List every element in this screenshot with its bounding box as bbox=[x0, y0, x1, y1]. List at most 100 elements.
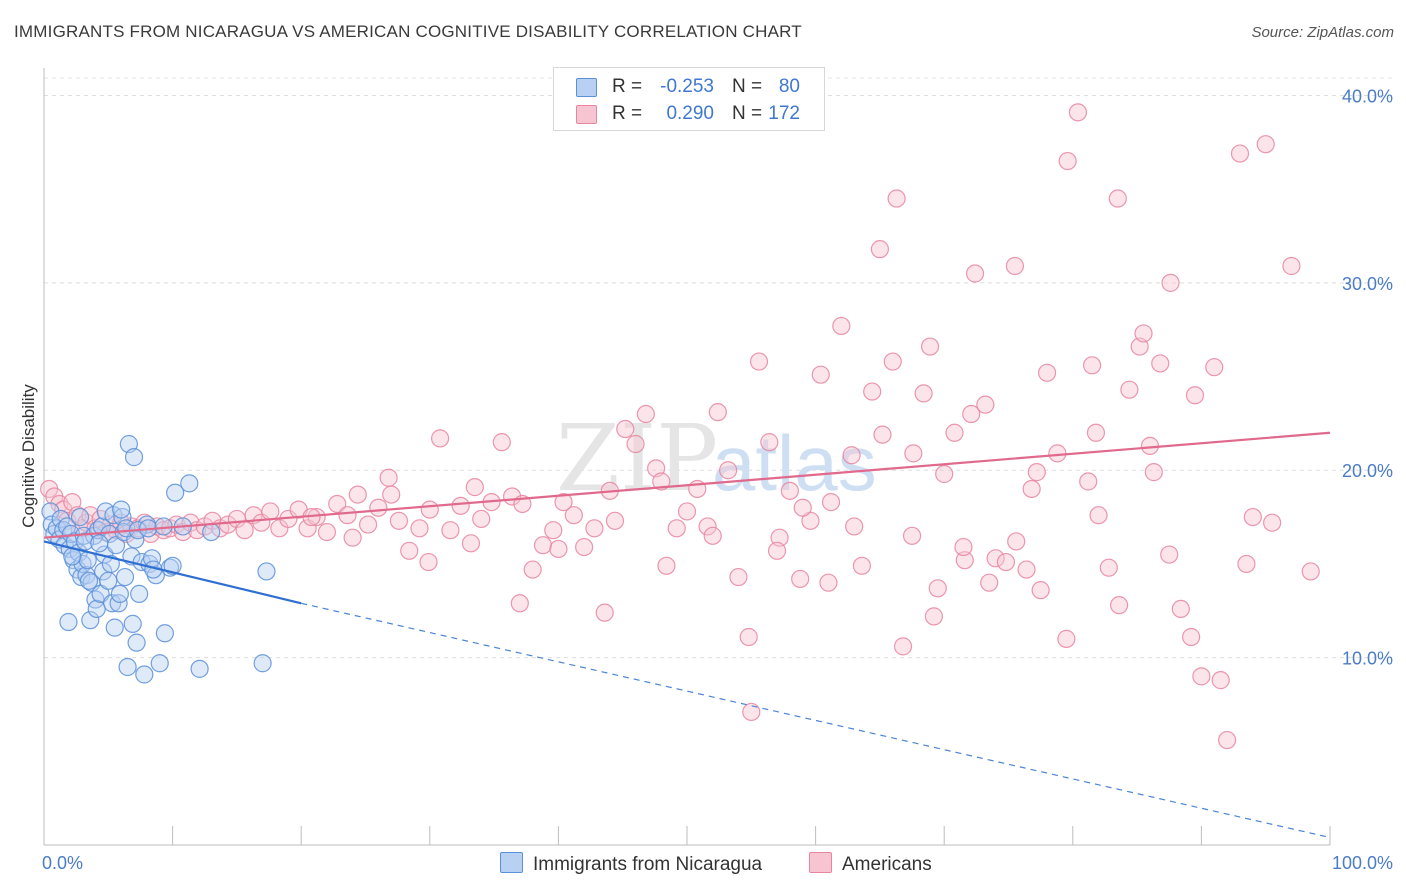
americans-point bbox=[1144, 463, 1163, 482]
nicaragua-point bbox=[105, 618, 124, 637]
americans-point bbox=[904, 444, 923, 463]
americans-point bbox=[343, 528, 362, 547]
americans-point bbox=[1108, 189, 1127, 208]
nicaragua-point bbox=[155, 624, 174, 643]
americans-point bbox=[389, 511, 409, 530]
nicaragua-point bbox=[41, 502, 60, 521]
bottom-legend-nicaragua: Immigrants from Nicaragua bbox=[500, 852, 762, 876]
nicaragua-point bbox=[90, 534, 109, 553]
americans-point bbox=[1058, 151, 1077, 171]
americans-point bbox=[793, 498, 812, 517]
legend-row-americans: R = 0.290 N = 172 bbox=[554, 101, 824, 127]
x-tick-label: 0.0% bbox=[42, 853, 83, 873]
nicaragua-point bbox=[109, 594, 128, 613]
nicaragua-point bbox=[51, 509, 70, 529]
americans-point bbox=[235, 521, 254, 540]
americans-point bbox=[821, 492, 841, 512]
americans-point bbox=[338, 506, 357, 525]
americans-point bbox=[1082, 356, 1102, 375]
americans-point bbox=[1301, 562, 1320, 581]
bottom-swatch-nicaragua bbox=[500, 852, 523, 873]
americans-point bbox=[1218, 730, 1237, 750]
americans-point bbox=[510, 594, 529, 613]
nicaragua-point bbox=[110, 584, 129, 604]
americans-point bbox=[698, 517, 717, 536]
americans-point bbox=[1086, 423, 1106, 442]
americans-point bbox=[261, 502, 280, 521]
americans-point bbox=[1151, 354, 1170, 373]
nicaragua-point bbox=[118, 657, 137, 677]
americans-point bbox=[1161, 273, 1180, 292]
americans-point bbox=[1211, 671, 1230, 690]
americans-point bbox=[845, 517, 864, 536]
nicaragua-point bbox=[150, 654, 169, 673]
americans-point bbox=[1237, 554, 1256, 574]
nicaragua-point bbox=[257, 562, 276, 581]
americans-point bbox=[420, 500, 439, 519]
americans-point bbox=[492, 433, 511, 452]
americans-point bbox=[719, 461, 738, 480]
nicaragua-point bbox=[202, 522, 221, 542]
americans-point bbox=[1160, 545, 1179, 564]
americans-point bbox=[873, 425, 892, 444]
americans-point bbox=[703, 526, 722, 545]
legend-n-value: 80 bbox=[778, 76, 800, 97]
legend-r-value: -0.253 bbox=[660, 76, 714, 97]
nicaragua-point bbox=[79, 571, 99, 590]
americans-point bbox=[935, 464, 954, 484]
americans-point bbox=[1256, 135, 1275, 154]
series-group bbox=[40, 103, 1320, 750]
americans-point bbox=[945, 423, 964, 442]
americans-point bbox=[1185, 386, 1205, 405]
americans-point bbox=[742, 702, 761, 722]
americans-point bbox=[1099, 558, 1118, 577]
americans-point bbox=[564, 506, 583, 525]
americans-point bbox=[1230, 144, 1250, 163]
legend-box: R = -0.253 N = 80 R = 0.290 N = 172 bbox=[553, 67, 825, 131]
americans-point bbox=[976, 395, 995, 414]
americans-point bbox=[410, 519, 429, 538]
americans-point bbox=[595, 603, 614, 622]
americans-point bbox=[914, 384, 933, 403]
y-tick-label: 30.0% bbox=[1342, 274, 1393, 294]
legend-r-label: R = bbox=[612, 103, 643, 124]
americans-point bbox=[1243, 507, 1262, 527]
americans-point bbox=[887, 189, 906, 208]
americans-point bbox=[928, 579, 947, 598]
nicaragua-point bbox=[59, 612, 78, 632]
americans-point bbox=[419, 552, 438, 572]
legend-n-label: N = bbox=[732, 103, 763, 124]
legend-r-label: R = bbox=[612, 76, 643, 97]
nicaragua-point bbox=[130, 584, 149, 604]
americans-point bbox=[729, 567, 748, 587]
legend-row-nicaragua: R = -0.253 N = 80 bbox=[554, 74, 824, 100]
y-tick-label: 40.0% bbox=[1342, 86, 1393, 106]
americans-point bbox=[767, 541, 787, 560]
americans-point bbox=[465, 478, 484, 497]
points-layer bbox=[40, 103, 1320, 750]
americans-point bbox=[328, 494, 347, 514]
americans-point bbox=[1205, 358, 1224, 377]
nicaragua-point bbox=[99, 571, 118, 590]
americans-point bbox=[636, 404, 655, 424]
nicaragua-point bbox=[117, 519, 136, 538]
nicaragua-point bbox=[113, 507, 132, 527]
americans-point bbox=[1263, 513, 1282, 532]
y-axis-title: Cognitive Disability bbox=[19, 384, 38, 528]
americans-point bbox=[1007, 532, 1026, 551]
americans-point bbox=[472, 509, 491, 529]
americans-point bbox=[996, 552, 1016, 572]
nicaragua-point bbox=[76, 532, 95, 551]
y-tick-label: 20.0% bbox=[1342, 461, 1393, 481]
americans-point bbox=[544, 521, 563, 540]
americans-point bbox=[451, 496, 470, 515]
americans-point bbox=[902, 526, 922, 545]
americans-point bbox=[1171, 599, 1190, 619]
source-label: Source: ZipAtlas.com bbox=[1251, 24, 1394, 41]
chart-title: IMMIGRANTS FROM NICARAGUA VS AMERICAN CO… bbox=[14, 22, 802, 41]
americans-point bbox=[954, 537, 973, 557]
americans-point bbox=[358, 515, 378, 534]
americans-point bbox=[1192, 667, 1211, 686]
americans-point bbox=[523, 560, 542, 579]
